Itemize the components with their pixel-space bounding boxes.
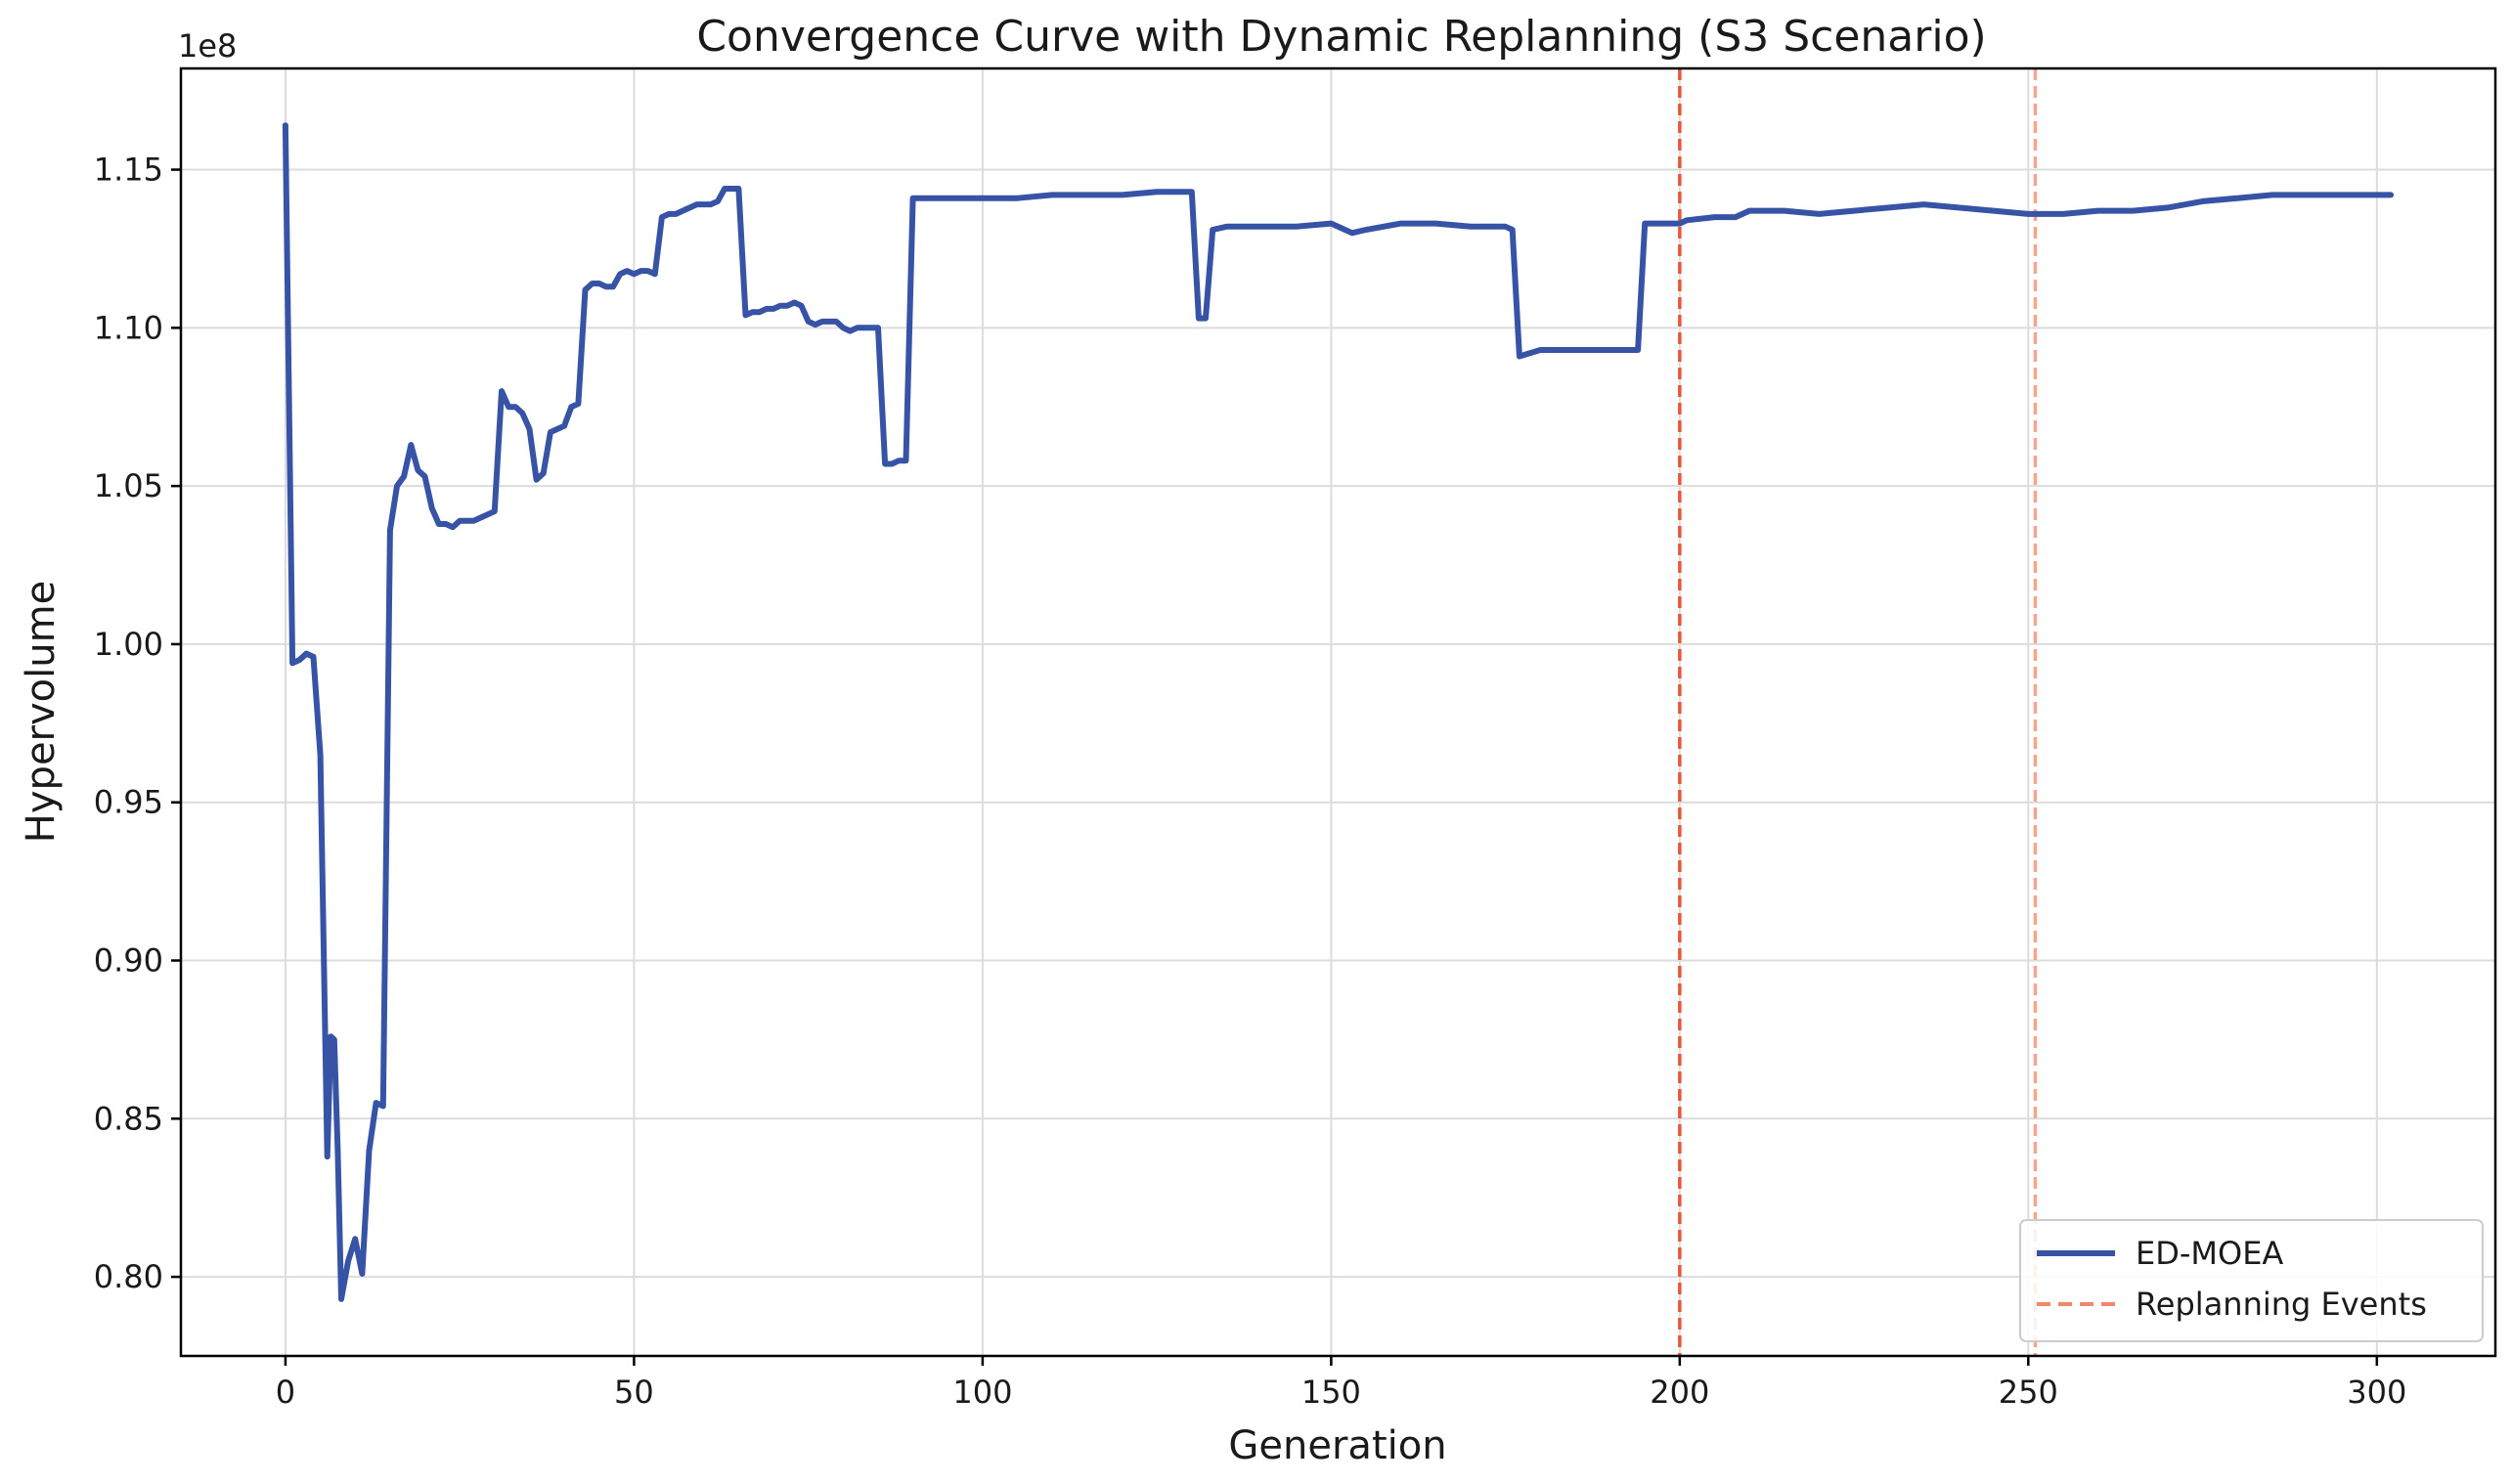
- x-tick-label: 50: [614, 1374, 654, 1411]
- y-tick-label: 0.80: [94, 1258, 163, 1295]
- y-tick-label: 1.00: [94, 626, 163, 663]
- plot-frame: [179, 66, 2497, 1358]
- x-axis: 0 50 100 150 200 250 300: [276, 1356, 2406, 1411]
- legend: ED-MOEA Replanning Events: [2019, 1219, 2484, 1342]
- x-tick-label: 300: [2347, 1374, 2406, 1411]
- y-axis: 0.80 0.85 0.90 0.95 1.00 1.05 1.10 1.15: [94, 152, 181, 1295]
- series-line-ed-moea: [282, 122, 2395, 1302]
- x-tick-label: 150: [1301, 1374, 1361, 1411]
- x-tick-label: 100: [952, 1374, 1012, 1411]
- x-tick-label: 0: [276, 1374, 295, 1411]
- x-tick-label: 250: [1999, 1374, 2058, 1411]
- series-group: [282, 122, 2395, 1302]
- replanning-events: [1678, 68, 2038, 1356]
- legend-box: [2019, 1219, 2484, 1342]
- y-tick-label: 0.85: [94, 1100, 163, 1137]
- y-axis-label: Hypervolume: [19, 581, 64, 843]
- x-axis-label: Generation: [1228, 1423, 1446, 1468]
- y-tick-label: 1.10: [94, 309, 163, 346]
- y-tick-label: 0.90: [94, 942, 163, 980]
- y-tick-label: 1.05: [94, 467, 163, 504]
- grid: [181, 68, 2495, 1356]
- legend-label-replanning: Replanning Events: [2136, 1286, 2427, 1323]
- y-offset-label: 1e8: [178, 27, 237, 65]
- chart-title: Convergence Curve with Dynamic Replannin…: [696, 12, 1986, 62]
- y-tick-label: 1.15: [94, 152, 163, 189]
- legend-label-ed-moea: ED-MOEA: [2136, 1235, 2283, 1272]
- y-tick-label: 0.95: [94, 784, 163, 821]
- x-tick-label: 200: [1650, 1374, 1709, 1411]
